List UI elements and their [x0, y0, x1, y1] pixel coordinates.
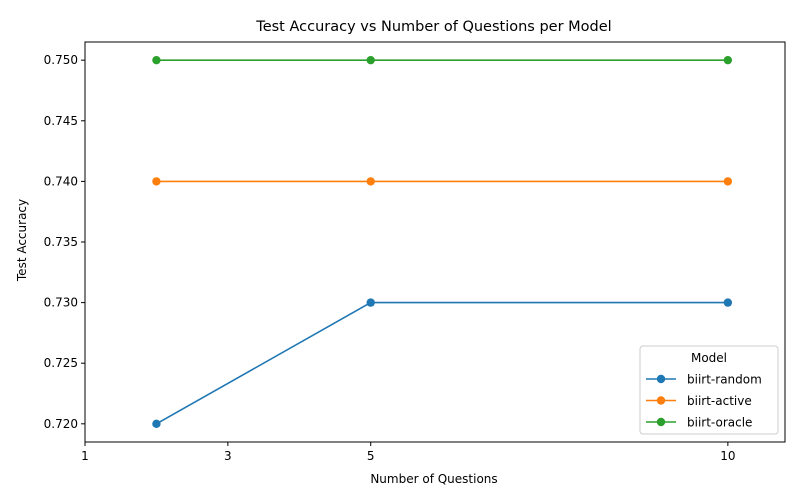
y-tick-label: 0.745 — [44, 114, 78, 128]
y-tick-label: 0.740 — [44, 174, 78, 188]
data-point-biirt-active — [152, 177, 161, 186]
data-point-biirt-random — [366, 298, 375, 307]
x-tick-label: 1 — [81, 449, 89, 463]
data-point-biirt-active — [366, 177, 375, 186]
legend: Model biirt-random biirt-active biirt-orac… — [639, 345, 779, 435]
data-point-biirt-oracle — [366, 55, 375, 65]
legend-marker — [656, 374, 666, 384]
y-tick-label: 0.735 — [44, 235, 78, 249]
x-tick-label: 10 — [720, 449, 735, 463]
chart-title: Test Accuracy vs Number of Questions per… — [255, 19, 611, 35]
data-point-biirt-random — [723, 298, 733, 307]
legend-entries: biirt-random biirt-active biirt-oracle — [646, 373, 762, 430]
data-point-biirt-oracle — [152, 55, 161, 65]
x-tick-label: 3 — [224, 449, 232, 463]
data-point-biirt-oracle — [723, 55, 733, 65]
legend-label: biirt-random — [687, 373, 762, 387]
y-tick-label: 0.725 — [44, 356, 78, 370]
legend-entry-biirt-active: biirt-active — [646, 394, 752, 408]
y-tick-label: 0.720 — [44, 417, 78, 431]
x-axis-label: Number of Questions — [370, 472, 497, 486]
y-tick-label: 0.730 — [44, 296, 78, 310]
legend-entry-biirt-oracle: biirt-oracle — [646, 416, 752, 430]
y-tick-label: 0.750 — [44, 53, 78, 67]
data-point-biirt-random — [152, 419, 161, 429]
plot-area: 0.720 0.725 0.730 0.735 0.740 0.745 0.750 1 3 5 10 — [44, 41, 786, 463]
legend-entry-biirt-random: biirt-random — [646, 373, 762, 387]
legend-label: biirt-oracle — [687, 416, 752, 430]
legend-marker — [656, 417, 666, 427]
legend-frame — [639, 345, 779, 435]
x-tick-label: 5 — [367, 449, 375, 463]
legend-label: biirt-active — [687, 394, 752, 408]
legend-marker — [656, 396, 666, 405]
legend-title: Model — [691, 351, 727, 365]
data-point-biirt-active — [723, 177, 733, 186]
y-axis-label: Test Accuracy — [15, 199, 29, 282]
